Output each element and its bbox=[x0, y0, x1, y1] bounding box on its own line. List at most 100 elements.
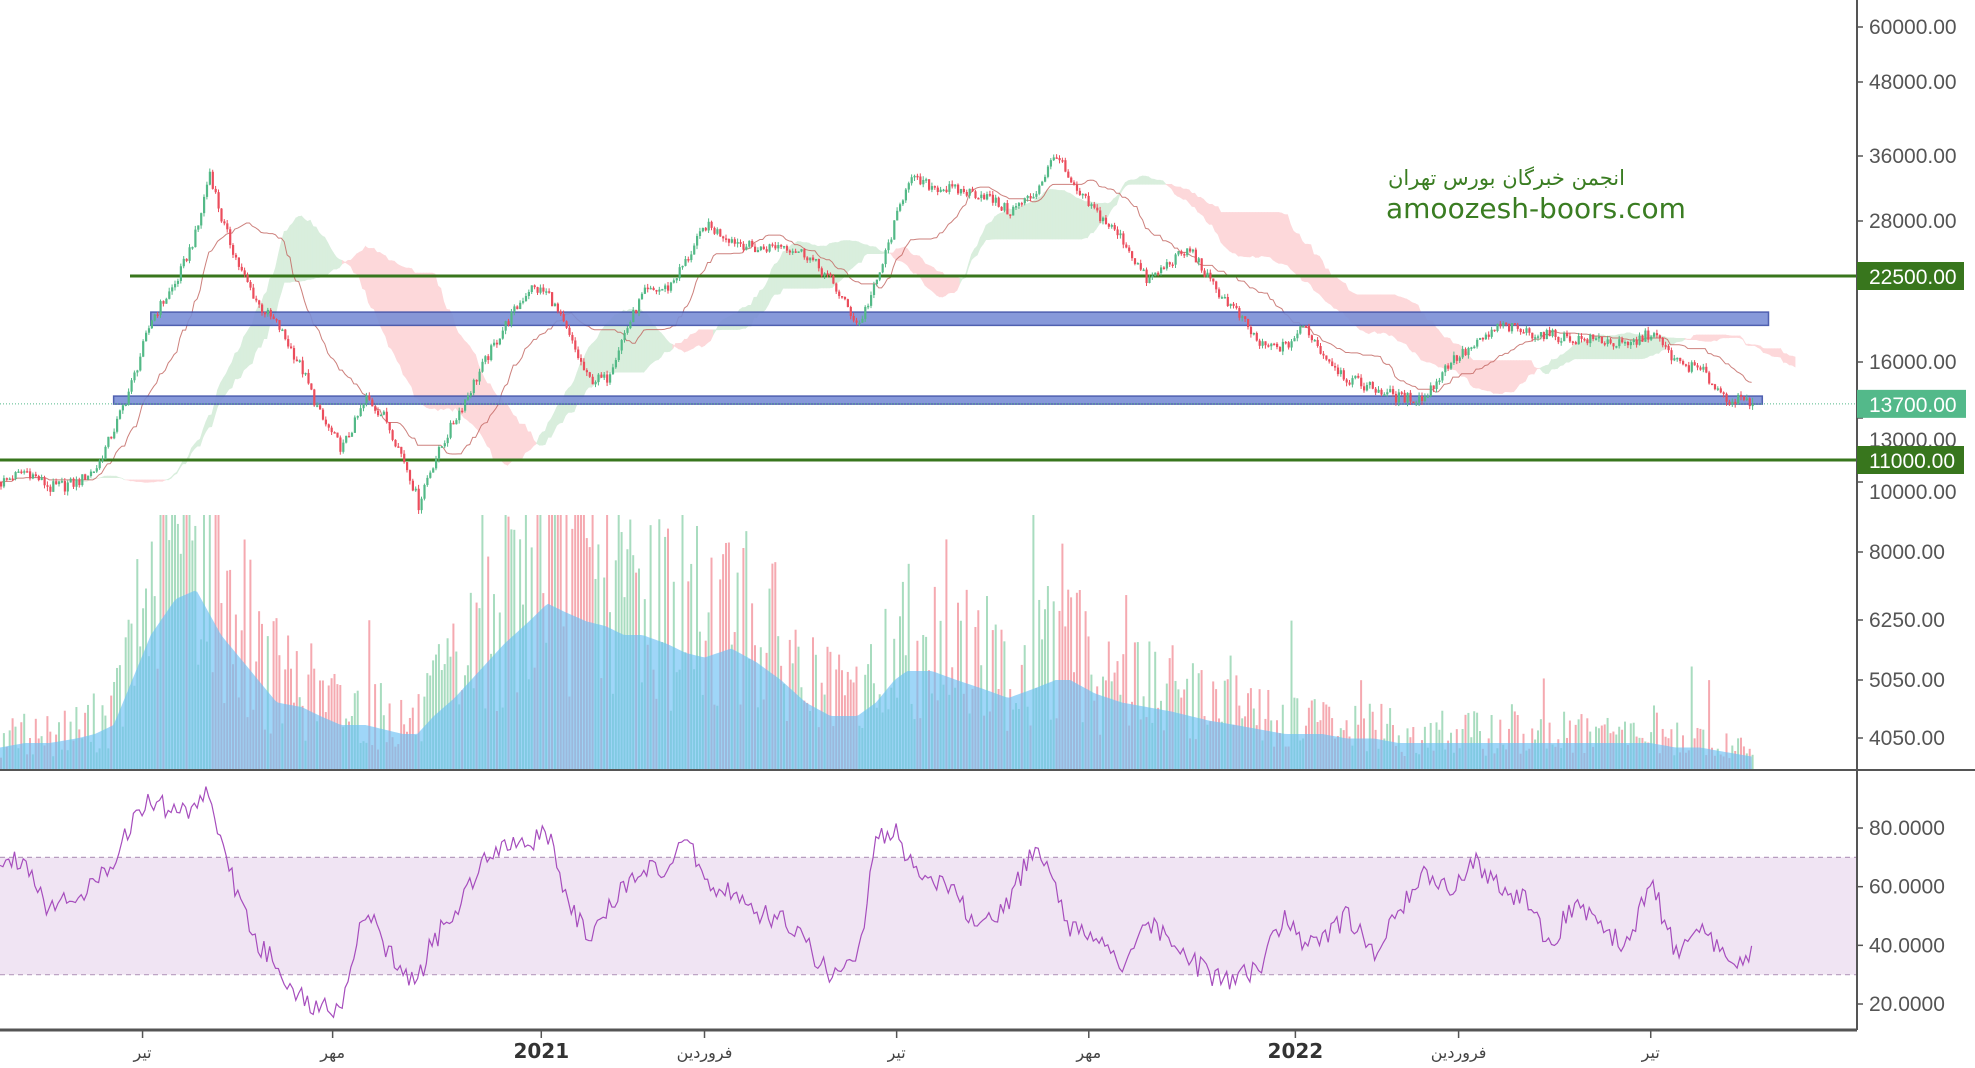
candle bbox=[672, 280, 675, 283]
cloud-segment bbox=[347, 259, 352, 267]
cloud-segment bbox=[1211, 203, 1216, 232]
cloud-segment bbox=[109, 475, 114, 478]
cloud-segment bbox=[341, 259, 346, 265]
cloud-segment bbox=[249, 323, 253, 366]
candle bbox=[748, 240, 751, 247]
candle bbox=[1412, 401, 1415, 404]
cloud-segment bbox=[278, 241, 282, 302]
candle bbox=[754, 246, 757, 253]
candle bbox=[1220, 297, 1224, 299]
candle bbox=[374, 406, 377, 411]
cloud-segment bbox=[150, 479, 154, 483]
candle bbox=[1177, 251, 1180, 255]
volume-bar bbox=[1490, 715, 1493, 770]
candle bbox=[1284, 341, 1287, 344]
cloud-segment bbox=[855, 240, 859, 266]
cloud-segment bbox=[1243, 212, 1248, 258]
cloud-segment bbox=[466, 342, 471, 424]
price-zone[interactable] bbox=[112, 395, 1764, 405]
candle bbox=[574, 340, 577, 350]
candle bbox=[391, 430, 394, 440]
candle bbox=[1000, 206, 1003, 211]
candle bbox=[275, 319, 278, 321]
cloud-segment bbox=[797, 241, 801, 289]
horizontal-levels[interactable] bbox=[0, 274, 1857, 462]
candle bbox=[226, 223, 229, 230]
candle bbox=[1165, 262, 1168, 269]
cloud-segment bbox=[321, 235, 326, 278]
cloud-segment bbox=[785, 246, 790, 289]
cloud-segment bbox=[1768, 348, 1773, 357]
volume-bar bbox=[272, 621, 275, 770]
candle bbox=[1348, 382, 1351, 385]
time-tick-label: مهر bbox=[1075, 1043, 1101, 1063]
candle bbox=[52, 481, 55, 492]
cloud-segment bbox=[309, 220, 314, 280]
volume-bar bbox=[681, 515, 684, 770]
cloud-segment bbox=[307, 219, 311, 280]
support-resistance-zones[interactable] bbox=[112, 311, 1770, 405]
cloud-segment bbox=[1733, 335, 1738, 338]
candle bbox=[1713, 384, 1717, 390]
cloud-segment bbox=[1180, 186, 1184, 200]
volume-bar bbox=[1516, 715, 1519, 770]
candle bbox=[11, 478, 14, 481]
cloud-segment bbox=[840, 240, 845, 281]
candle bbox=[1737, 394, 1740, 404]
cloud-segment bbox=[678, 342, 682, 351]
cloud-segment bbox=[953, 277, 958, 294]
volume-bar bbox=[1061, 543, 1064, 770]
price-tick-label: 5050.00 bbox=[1869, 669, 1945, 692]
price-tick-label: 60000.00 bbox=[1869, 16, 1957, 39]
cloud-segment bbox=[1046, 188, 1051, 240]
candle bbox=[1368, 381, 1371, 385]
candle bbox=[72, 478, 75, 487]
cloud-segment bbox=[1124, 180, 1129, 188]
candle bbox=[1693, 362, 1696, 366]
cloud-segment bbox=[1757, 344, 1761, 350]
candle bbox=[217, 192, 220, 209]
cloud-segment bbox=[1290, 224, 1294, 273]
candle bbox=[1705, 366, 1708, 373]
candle bbox=[237, 257, 240, 267]
cloud-segment bbox=[1580, 341, 1584, 360]
candle bbox=[658, 289, 661, 292]
cloud-segment bbox=[1557, 354, 1561, 370]
cloud-segment bbox=[1151, 178, 1155, 185]
cloud-segment bbox=[971, 247, 975, 261]
candle bbox=[313, 389, 316, 406]
cloud-segment bbox=[655, 325, 659, 361]
candle bbox=[307, 372, 310, 384]
cloud-segment bbox=[1020, 204, 1025, 240]
cloud-segment bbox=[460, 335, 465, 419]
cloud-segment bbox=[196, 438, 201, 447]
volume-bar bbox=[1690, 666, 1693, 770]
candle bbox=[988, 194, 992, 196]
candle bbox=[200, 213, 203, 226]
cloud-segment bbox=[1681, 338, 1686, 342]
candle bbox=[1244, 316, 1247, 319]
cloud-segment bbox=[205, 415, 210, 433]
candle bbox=[20, 471, 23, 473]
cloud-segment bbox=[997, 212, 1001, 240]
candle bbox=[1136, 263, 1139, 265]
candle bbox=[1206, 272, 1209, 277]
candle bbox=[461, 410, 464, 413]
cloud-segment bbox=[1159, 179, 1164, 185]
candle bbox=[156, 314, 159, 316]
cloud-segment bbox=[1754, 344, 1758, 348]
candle bbox=[1084, 193, 1087, 196]
volume-bar bbox=[417, 694, 420, 770]
cloud-segment bbox=[318, 231, 323, 279]
candle bbox=[774, 245, 777, 249]
candle bbox=[684, 259, 687, 266]
candle bbox=[214, 188, 217, 193]
cloud-segment bbox=[101, 475, 105, 478]
cloud-segment bbox=[904, 246, 909, 267]
cloud-segment bbox=[1078, 198, 1082, 240]
cloud-segment bbox=[692, 332, 697, 349]
candle bbox=[756, 250, 760, 253]
price-zone[interactable] bbox=[150, 311, 1770, 327]
candle bbox=[693, 245, 696, 255]
